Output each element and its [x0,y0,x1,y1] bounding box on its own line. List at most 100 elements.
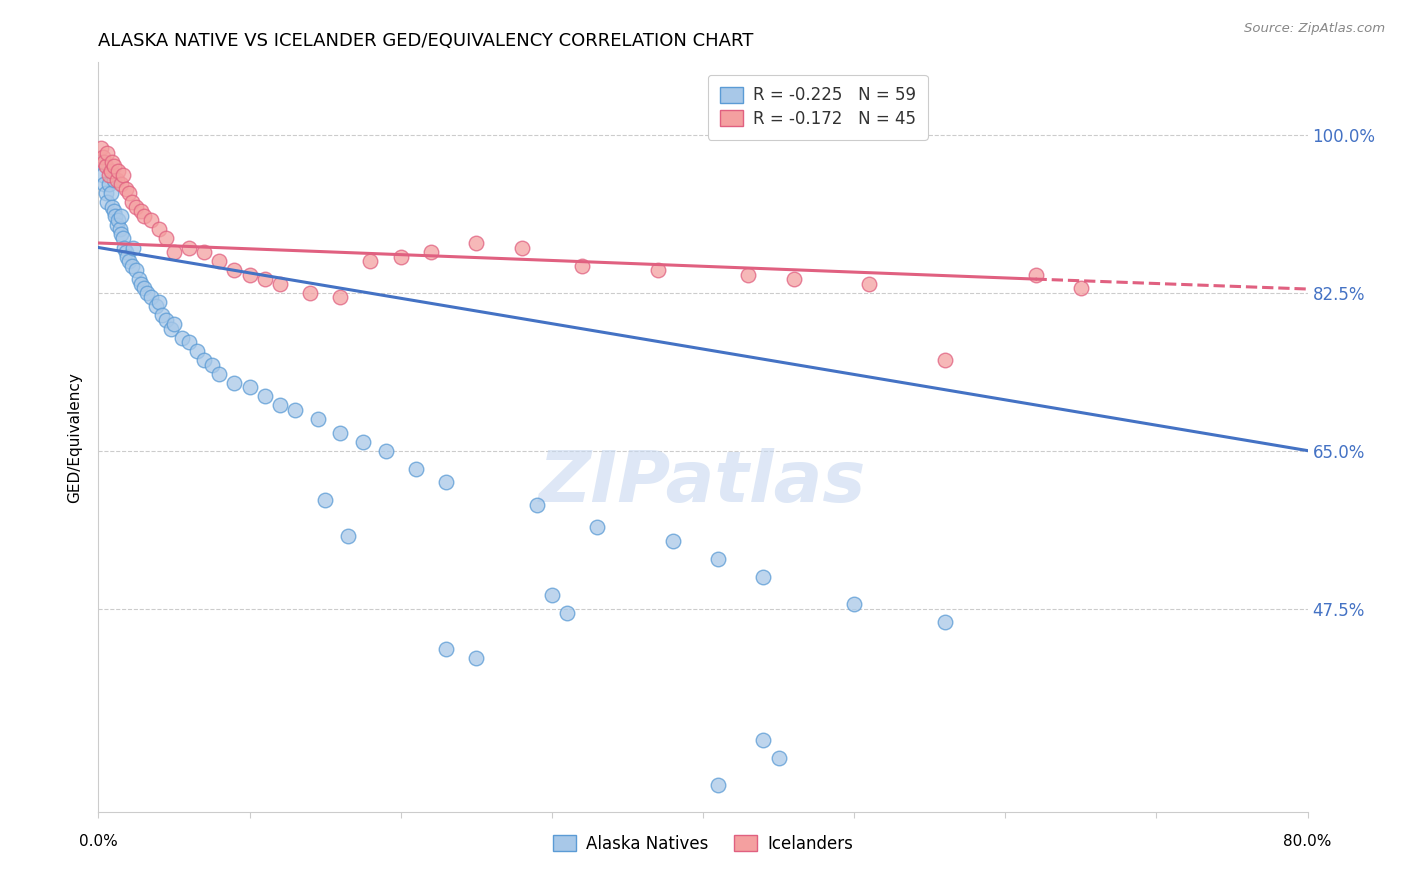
Point [155,312,177,326]
Point [94,186,117,201]
Point [555,606,578,620]
Point [155,231,177,245]
Point [783,272,806,286]
Point [434,642,457,657]
Point [193,245,215,260]
Point [111,169,134,183]
Point [103,173,125,187]
Point [98,178,121,192]
Point [465,235,488,250]
Point [374,443,396,458]
Point [141,213,163,227]
Point [115,250,138,264]
Point [90,141,112,155]
Point [314,493,336,508]
Point [647,263,669,277]
Point [148,294,170,309]
Point [389,250,412,264]
Point [94,159,117,173]
Point [93,154,115,169]
Point [193,353,215,368]
Point [100,163,122,178]
Point [661,533,683,548]
Point [179,240,201,254]
Point [111,231,134,245]
Point [329,425,352,440]
Text: ALASKA NATIVE VS ICELANDER GED/EQUIVALENCY CORRELATION CHART: ALASKA NATIVE VS ICELANDER GED/EQUIVALEN… [98,32,754,50]
Point [352,434,374,449]
Point [571,259,593,273]
Point [125,200,148,214]
Point [132,281,155,295]
Point [434,475,457,490]
Point [934,353,956,368]
Point [91,169,114,183]
Point [129,204,152,219]
Point [105,173,128,187]
Point [768,750,790,764]
Point [510,240,533,254]
Point [465,651,488,665]
Point [253,389,276,403]
Point [114,245,136,260]
Point [329,290,352,304]
Point [110,227,132,241]
Point [586,520,609,534]
Point [101,154,124,169]
Legend: Alaska Natives, Icelanders: Alaska Natives, Icelanders [547,829,859,860]
Point [405,461,427,475]
Point [420,245,443,260]
Point [934,615,956,629]
Point [1024,268,1046,282]
Point [107,213,129,227]
Point [129,277,152,291]
Point [163,317,186,331]
Point [336,529,359,543]
Point [752,570,775,584]
Text: ZIPatlas: ZIPatlas [540,448,866,516]
Point [114,182,136,196]
Point [239,268,262,282]
Point [253,272,276,286]
Point [707,778,730,792]
Point [121,195,143,210]
Point [160,322,183,336]
Point [110,209,132,223]
Point [186,344,208,359]
Point [299,285,322,300]
Point [132,209,155,223]
Point [91,150,114,164]
Point [93,178,115,192]
Text: 0.0%: 0.0% [79,834,118,849]
Point [118,186,141,201]
Point [141,290,163,304]
Text: 80.0%: 80.0% [1284,834,1331,849]
Point [707,552,730,566]
Point [150,308,173,322]
Point [269,277,291,291]
Point [844,597,866,611]
Point [121,259,143,273]
Point [201,358,224,372]
Point [110,178,132,192]
Point [100,186,122,201]
Point [118,254,141,268]
Point [105,218,128,232]
Point [98,169,121,183]
Point [104,209,127,223]
Point [737,268,759,282]
Point [145,299,167,313]
Point [1070,281,1092,295]
Point [208,367,231,381]
Point [103,159,125,173]
Y-axis label: GED/Equivalency: GED/Equivalency [67,372,83,502]
Text: Source: ZipAtlas.com: Source: ZipAtlas.com [1244,22,1385,36]
Point [125,263,148,277]
Point [170,331,193,345]
Point [858,277,880,291]
Point [752,732,775,747]
Point [107,163,129,178]
Point [269,399,291,413]
Point [284,403,307,417]
Point [108,222,131,236]
